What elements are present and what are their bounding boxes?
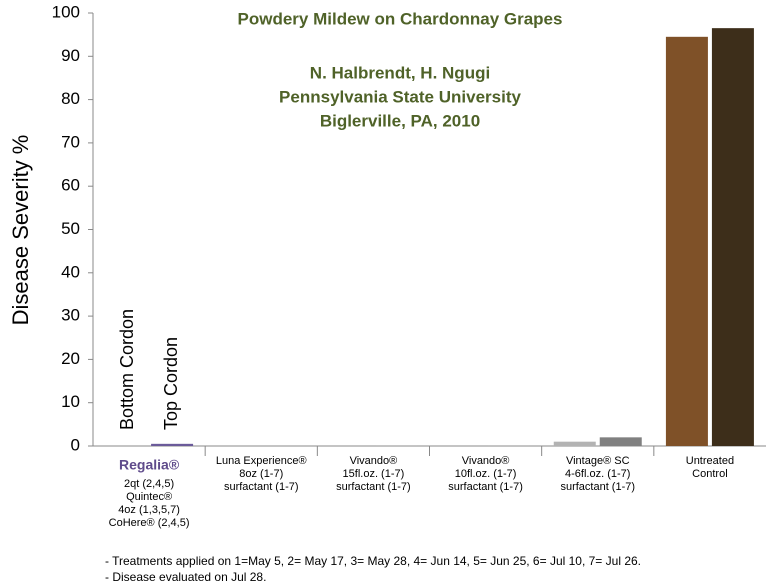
footnote: - Treatments applied on 1=May 5, 2= May … bbox=[105, 554, 641, 568]
chart-subtitle: Biglerville, PA, 2010 bbox=[320, 111, 480, 130]
y-tick-label: 100 bbox=[52, 2, 80, 21]
y-tick-label: 40 bbox=[61, 262, 80, 281]
y-tick-label: 0 bbox=[71, 435, 80, 454]
bar bbox=[151, 443, 194, 446]
footnote: - Disease evaluated on Jul 28. bbox=[105, 570, 266, 584]
bar bbox=[599, 437, 642, 446]
bar bbox=[665, 36, 708, 446]
x-tick-label: Vivando® bbox=[350, 455, 398, 467]
x-tick-label: 8oz (1-7) bbox=[239, 468, 283, 480]
y-tick-label: 60 bbox=[61, 176, 80, 195]
legend-label: Bottom Cordon bbox=[117, 309, 137, 430]
y-tick-label: 90 bbox=[61, 46, 80, 65]
x-tick-label: surfactant (1-7) bbox=[448, 481, 523, 493]
x-tick-label: Regalia® bbox=[119, 457, 180, 473]
x-tick-label: surfactant (1-7) bbox=[560, 481, 635, 493]
bar bbox=[553, 441, 596, 446]
x-tick-label: 4-6fl.oz. (1-7) bbox=[565, 468, 630, 480]
x-tick-label: Untreated bbox=[686, 455, 734, 467]
y-tick-label: 50 bbox=[61, 219, 80, 238]
y-tick-label: 10 bbox=[61, 392, 80, 411]
x-tick-label: Vintage® SC bbox=[566, 455, 630, 467]
x-tick-label: surfactant (1-7) bbox=[336, 481, 411, 493]
x-tick-label: 10fl.oz. (1-7) bbox=[455, 468, 517, 480]
x-tick-label: surfactant (1-7) bbox=[224, 481, 299, 493]
x-tick-label: 2qt (2,4,5) bbox=[124, 478, 174, 490]
y-tick-label: 80 bbox=[61, 89, 80, 108]
x-tick-label: 15fl.oz. (1-7) bbox=[343, 468, 405, 480]
x-tick-label: Control bbox=[692, 468, 727, 480]
legend-label: Top Cordon bbox=[161, 337, 181, 430]
y-tick-label: 20 bbox=[61, 349, 80, 368]
y-axis-label: Disease Severity % bbox=[8, 135, 33, 326]
x-tick-label: 4oz (1,3,5,7) bbox=[118, 504, 180, 516]
x-tick-label: Vivando® bbox=[462, 455, 510, 467]
y-tick-label: 30 bbox=[61, 306, 80, 325]
x-tick-label: CoHere® (2,4,5) bbox=[109, 517, 190, 529]
chart-subtitle: Pennsylvania State University bbox=[279, 87, 521, 106]
x-tick-label: Quintec® bbox=[126, 491, 172, 503]
y-tick-label: 70 bbox=[61, 132, 80, 151]
chart-subtitle: N. Halbrendt, H. Ngugi bbox=[310, 63, 490, 82]
bar bbox=[711, 28, 754, 447]
x-tick-label: Luna Experience® bbox=[216, 455, 307, 467]
chart-title: Powdery Mildew on Chardonnay Grapes bbox=[238, 9, 563, 28]
